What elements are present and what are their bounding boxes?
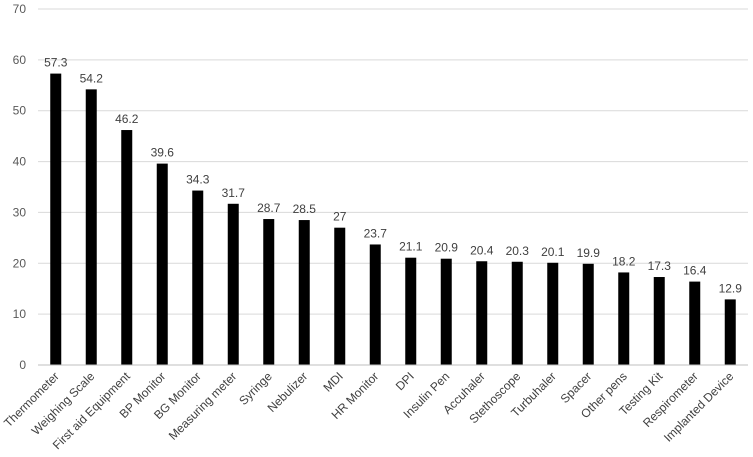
bar — [618, 272, 630, 365]
y-tick-label: 20 — [13, 256, 27, 270]
bar — [476, 261, 488, 365]
data-label: 31.7 — [222, 186, 246, 200]
data-label: 18.2 — [612, 254, 636, 268]
bar — [724, 299, 736, 365]
bar — [405, 257, 417, 365]
data-label: 23.7 — [364, 226, 388, 240]
data-label: 16.4 — [683, 264, 707, 278]
y-tick-label: 0 — [19, 358, 26, 372]
bar — [227, 203, 239, 365]
data-label: 20.3 — [506, 244, 530, 258]
x-tick-label: Weighing Scale — [29, 369, 98, 438]
data-label: 12.9 — [719, 281, 743, 295]
bar — [121, 130, 133, 365]
data-label: 19.9 — [577, 246, 601, 260]
bar — [192, 190, 204, 365]
data-label: 46.2 — [115, 112, 139, 126]
data-label: 28.7 — [257, 201, 281, 215]
x-tick-label: MDI — [320, 369, 345, 394]
bar — [547, 262, 559, 365]
bar — [582, 263, 594, 365]
data-label: 57.3 — [44, 56, 68, 70]
bar — [653, 277, 665, 365]
bar — [263, 219, 275, 365]
bars — [50, 73, 736, 366]
data-label: 54.2 — [80, 71, 104, 85]
data-label: 39.6 — [151, 146, 175, 160]
bar — [50, 73, 62, 366]
gridlines — [38, 8, 748, 315]
y-tick-label: 40 — [13, 155, 27, 169]
x-tick-label: DPI — [393, 369, 417, 393]
bar — [440, 258, 452, 365]
y-tick-label: 50 — [13, 104, 27, 118]
bar — [85, 89, 97, 366]
data-label: 17.3 — [648, 259, 672, 273]
bar — [334, 227, 346, 365]
bar — [156, 163, 168, 365]
bar — [369, 244, 381, 365]
y-axis-tick-labels: 0 10 20 30 40 50 60 70 — [13, 2, 27, 372]
bar — [511, 261, 523, 365]
data-label: 20.4 — [470, 243, 494, 257]
y-tick-label: 30 — [13, 205, 27, 219]
data-label: 20.1 — [541, 245, 565, 259]
y-tick-label: 10 — [13, 307, 27, 321]
y-tick-label: 60 — [13, 53, 27, 67]
y-tick-label: 70 — [13, 2, 27, 16]
bar — [689, 281, 701, 365]
data-label: 20.9 — [435, 241, 459, 255]
bar — [298, 220, 310, 365]
data-label: 27 — [333, 210, 347, 224]
data-label: 28.5 — [293, 202, 317, 216]
data-labels: 57.3 54.2 46.2 39.6 34.3 31.7 28.7 28.5 27 23.7 21… — [44, 56, 742, 296]
data-label: 21.1 — [399, 240, 423, 254]
data-label: 34.3 — [186, 173, 210, 187]
